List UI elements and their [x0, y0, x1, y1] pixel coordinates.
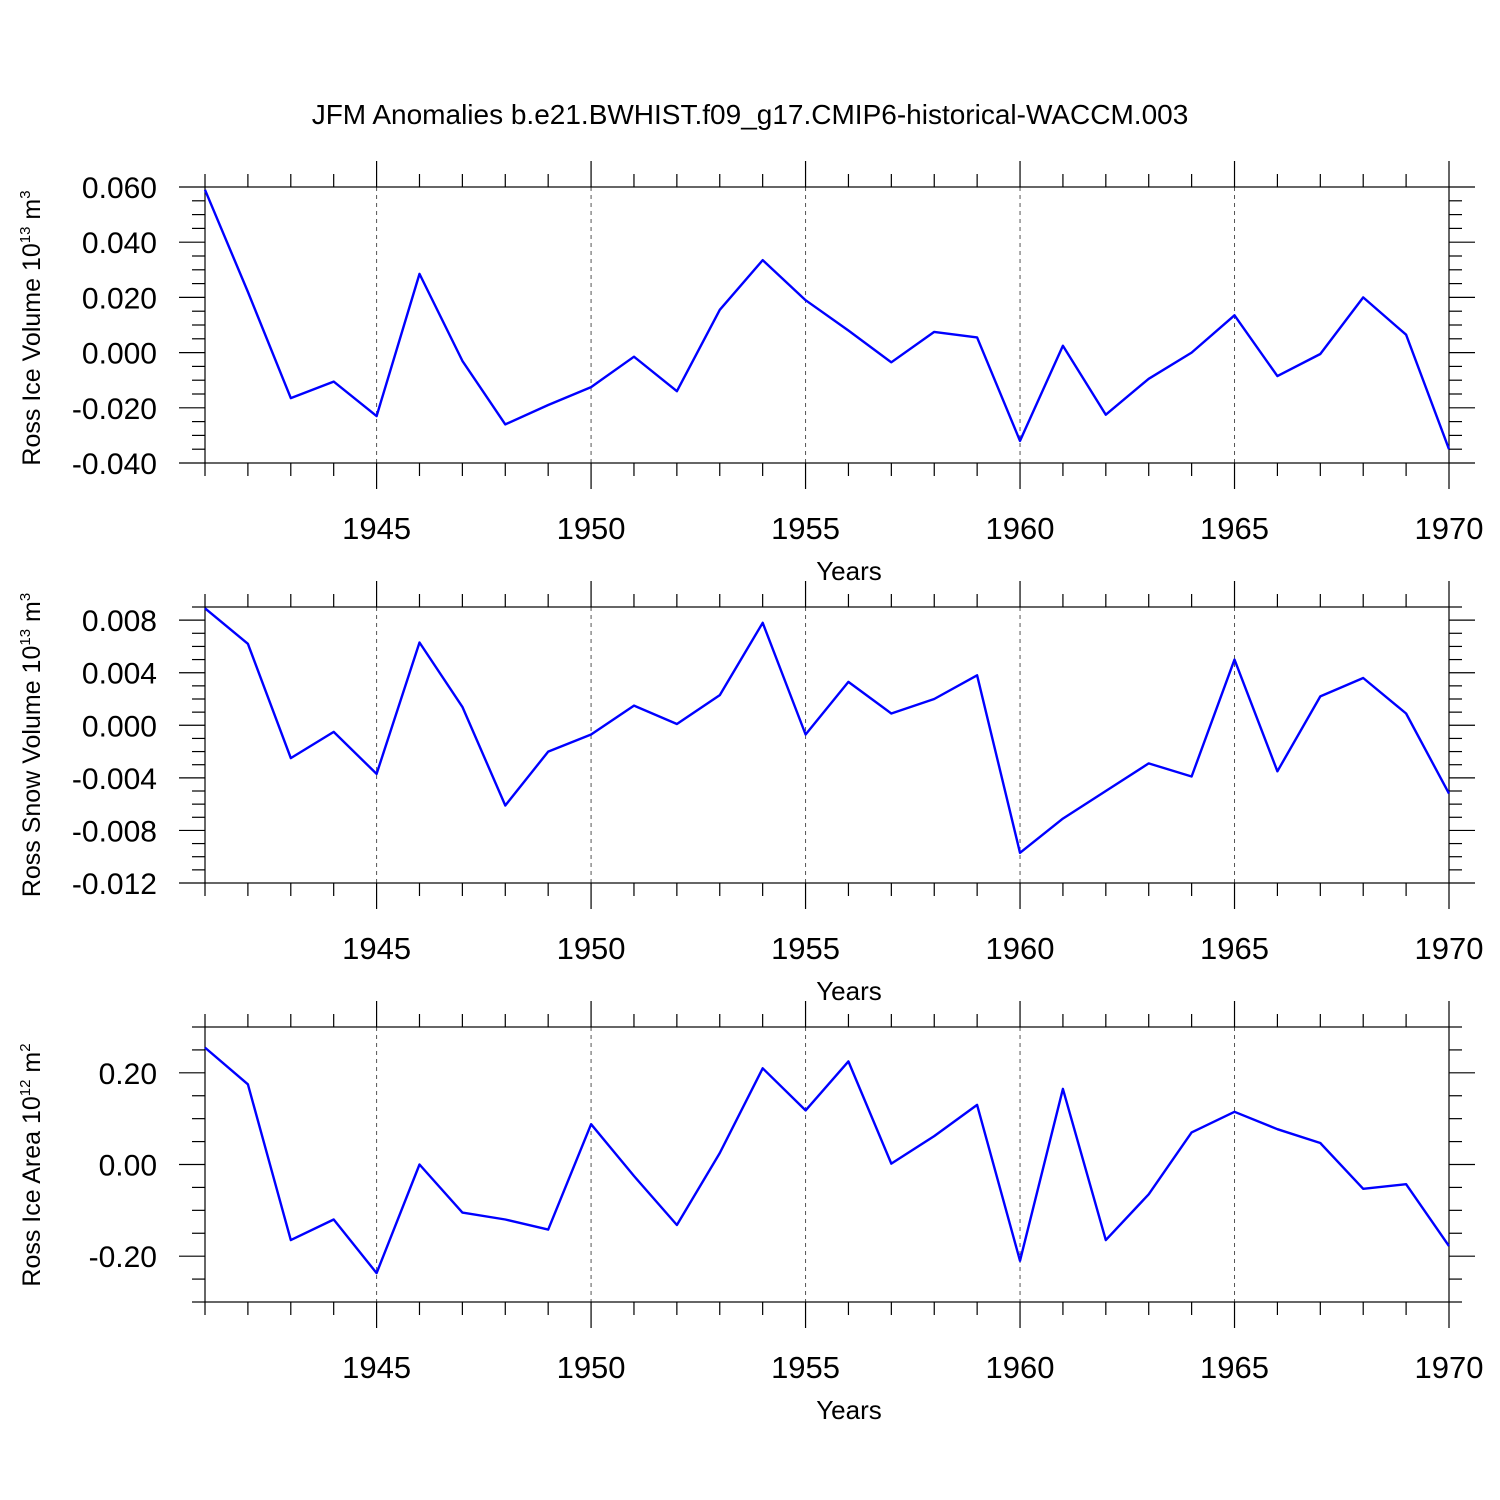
- y-axis-label-unit-exponent: 2: [17, 1043, 34, 1051]
- y-tick-label: 0.004: [82, 658, 157, 691]
- x-tick-label: 1955: [771, 931, 840, 966]
- y-axis-label-unit-exponent: 3: [17, 190, 34, 198]
- x-tick-label: 1965: [1200, 511, 1269, 546]
- x-tick-label: 1950: [557, 511, 626, 546]
- x-tick-label: 1970: [1415, 931, 1484, 966]
- x-tick-label: 1960: [986, 931, 1055, 966]
- y-axis-label: Ross Snow Volume 1013 m3: [17, 593, 46, 897]
- y-tick-label: 0.000: [82, 710, 157, 743]
- panel-ross-ice-area: Ross Ice Area 1012 m2 1945 1950 1955 1960 19…: [17, 1001, 1483, 1425]
- y-tick-label: -0.004: [72, 763, 157, 796]
- x-tick-label: 1955: [771, 1350, 840, 1385]
- chart-title: JFM Anomalies b.e21.BWHIST.f09_g17.CMIP6…: [312, 99, 1189, 130]
- y-axis-label-text: Ross Snow Volume 10: [18, 646, 46, 898]
- x-tick-label: 1970: [1415, 511, 1484, 546]
- y-axis-label: Ross Ice Volume 1013 m3: [17, 190, 46, 465]
- y-tick-label: 0.020: [82, 282, 157, 315]
- y-tick-label: 0.008: [82, 605, 157, 638]
- y-tick-label: 0.20: [99, 1058, 157, 1091]
- y-tick-label: -0.040: [72, 448, 157, 481]
- plot-frame: [204, 186, 1450, 464]
- x-tick-label: 1970: [1415, 1350, 1484, 1385]
- y-tick-label: -0.012: [72, 868, 157, 901]
- x-tick-label: 1960: [986, 1350, 1055, 1385]
- x-tick-label: 1945: [342, 1350, 411, 1385]
- y-axis-label-unit: m: [18, 199, 46, 227]
- y-tick-label: 0.000: [82, 338, 157, 371]
- y-axis-label-unit: m: [18, 1052, 46, 1080]
- y-tick-label: -0.008: [72, 815, 157, 848]
- x-tick-label: 1950: [557, 931, 626, 966]
- y-axis-label-exponent: 13: [17, 629, 34, 646]
- y-axis-label-text: Ross Ice Volume 10: [18, 243, 46, 465]
- series-line: [203, 189, 1451, 450]
- x-tick-label: 1950: [557, 1350, 626, 1385]
- x-axis-label: Years: [816, 976, 882, 1006]
- x-tick-label: 1965: [1200, 931, 1269, 966]
- x-tick-label: 1960: [986, 511, 1055, 546]
- y-axis-label-unit-exponent: 3: [17, 593, 34, 601]
- panel-ross-ice-volume: Ross Ice Volume 1013 m3 1945 1950 1955 1960…: [17, 161, 1483, 586]
- y-axis-label-exponent: 12: [17, 1080, 34, 1097]
- x-tick-label: 1945: [342, 511, 411, 546]
- y-axis-label-text: Ross Ice Area 10: [18, 1096, 46, 1286]
- y-axis-label-unit: m: [18, 601, 46, 629]
- y-tick-label: 0.060: [82, 172, 157, 205]
- y-tick-label: 0.00: [99, 1150, 157, 1183]
- x-tick-label: 1965: [1200, 1350, 1269, 1385]
- y-tick-label: -0.020: [72, 393, 157, 426]
- y-tick-label: -0.20: [89, 1241, 157, 1274]
- panel-ross-snow-volume: Ross Snow Volume 1013 m3 1945 1950 1955 196…: [17, 581, 1483, 1006]
- x-axis-label: Years: [816, 1395, 882, 1425]
- x-axis-label: Years: [816, 556, 882, 586]
- plot-frame: [204, 1026, 1450, 1303]
- plot-frame: [204, 606, 1450, 884]
- series-line: [204, 1046, 1450, 1275]
- y-tick-label: 0.040: [82, 227, 157, 260]
- y-axis-label-exponent: 13: [17, 227, 34, 244]
- x-tick-label: 1955: [771, 511, 840, 546]
- x-tick-label: 1945: [342, 931, 411, 966]
- y-axis-label: Ross Ice Area 1012 m2: [17, 1043, 46, 1286]
- series-line: [204, 607, 1451, 854]
